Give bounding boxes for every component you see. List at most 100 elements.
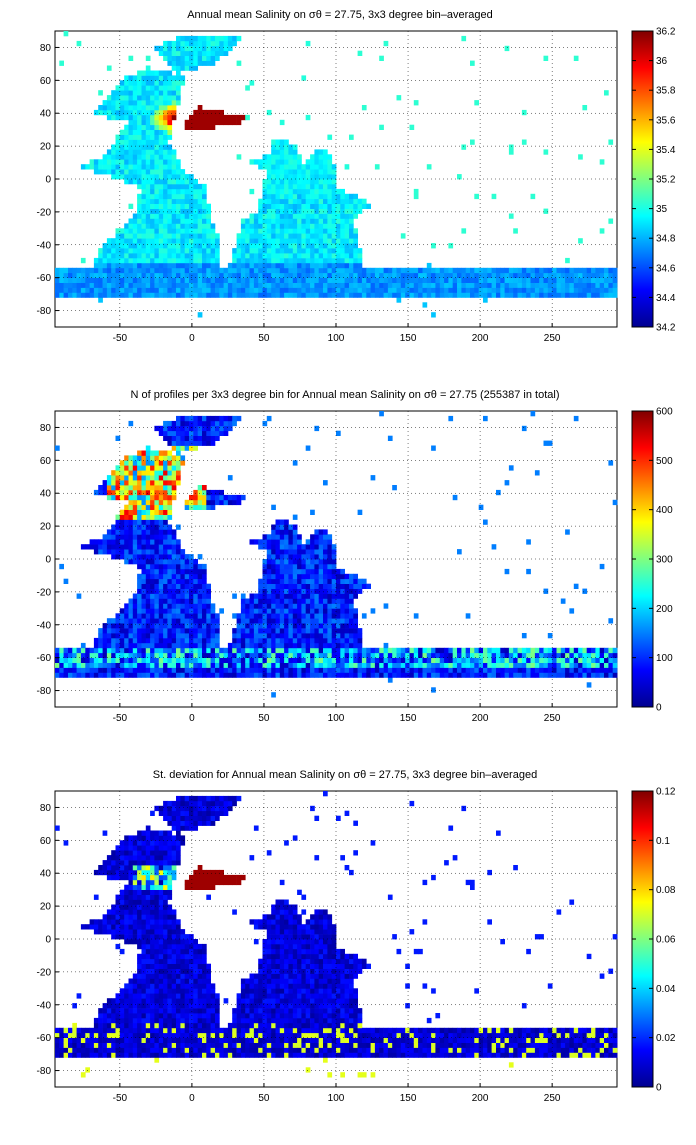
bin-cell bbox=[206, 421, 211, 426]
bin-cell bbox=[120, 273, 125, 278]
bin-cell bbox=[232, 248, 237, 253]
bin-cell bbox=[241, 248, 246, 253]
bin-cell bbox=[172, 673, 177, 678]
bin-cell bbox=[154, 204, 159, 209]
bin-cell bbox=[314, 638, 319, 643]
bin-cell bbox=[232, 613, 237, 618]
bin-cell bbox=[284, 579, 289, 584]
bin-cell bbox=[137, 529, 142, 534]
bin-cell bbox=[180, 416, 185, 421]
bin-cell bbox=[124, 475, 129, 480]
bin-cell bbox=[120, 860, 125, 865]
bin-cell bbox=[487, 273, 492, 278]
bin-cell bbox=[206, 36, 211, 41]
bin-cell bbox=[237, 115, 242, 120]
bin-cell bbox=[137, 293, 142, 298]
bin-cell bbox=[297, 554, 302, 559]
bin-cell bbox=[340, 648, 345, 653]
bin-cell bbox=[522, 658, 527, 663]
bin-cell bbox=[440, 653, 445, 658]
bin-cell bbox=[159, 179, 164, 184]
bin-cell bbox=[172, 470, 177, 475]
bin-cell bbox=[314, 594, 319, 599]
bin-cell bbox=[349, 618, 354, 623]
bin-cell bbox=[163, 470, 168, 475]
bin-cell bbox=[202, 416, 207, 421]
bin-cell bbox=[116, 145, 121, 150]
bin-cell bbox=[206, 618, 211, 623]
bin-cell bbox=[466, 273, 471, 278]
bin-cell bbox=[163, 228, 168, 233]
bin-cell bbox=[379, 125, 384, 130]
bin-cell bbox=[211, 441, 216, 446]
bin-cell bbox=[142, 510, 147, 515]
bin-cell bbox=[94, 1043, 99, 1048]
bin-cell bbox=[397, 293, 402, 298]
bin-cell bbox=[133, 75, 138, 80]
bin-cell bbox=[163, 608, 168, 613]
bin-cell bbox=[263, 623, 268, 628]
bin-cell bbox=[263, 633, 268, 638]
bin-cell bbox=[332, 174, 337, 179]
bin-cell bbox=[254, 643, 259, 648]
bin-cell bbox=[345, 599, 350, 604]
bin-cell bbox=[111, 258, 116, 263]
bin-cell bbox=[319, 559, 324, 564]
bin-cell bbox=[159, 263, 164, 268]
bin-cell bbox=[379, 411, 384, 416]
bin-cell bbox=[146, 238, 151, 243]
bin-cell bbox=[124, 988, 129, 993]
bin-cell bbox=[358, 268, 363, 273]
bin-cell bbox=[345, 293, 350, 298]
bin-cell bbox=[379, 283, 384, 288]
bin-cell bbox=[198, 41, 203, 46]
bin-cell bbox=[142, 643, 147, 648]
bin-cell bbox=[241, 643, 246, 648]
bin-cell bbox=[215, 268, 220, 273]
bin-cell bbox=[276, 589, 281, 594]
bin-cell bbox=[310, 164, 315, 169]
bin-cell bbox=[435, 658, 440, 663]
bin-cell bbox=[552, 673, 557, 678]
bin-cell bbox=[176, 653, 181, 658]
bin-cell bbox=[241, 253, 246, 258]
bin-cell bbox=[518, 653, 523, 658]
bin-cell bbox=[129, 253, 134, 258]
x-tick-label: 50 bbox=[258, 333, 270, 344]
bin-cell bbox=[111, 470, 116, 475]
bin-cell bbox=[288, 608, 293, 613]
bin-cell bbox=[68, 673, 73, 678]
bin-cell bbox=[206, 628, 211, 633]
bin-cell bbox=[293, 194, 298, 199]
bin-cell bbox=[85, 288, 90, 293]
bin-cell bbox=[241, 608, 246, 613]
bin-cell bbox=[129, 520, 134, 525]
bin-cell bbox=[531, 194, 536, 199]
bin-cell bbox=[120, 840, 125, 845]
bin-cell bbox=[250, 283, 255, 288]
bin-cell bbox=[297, 288, 302, 293]
bin-cell bbox=[301, 584, 306, 589]
bin-cell bbox=[276, 554, 281, 559]
bin-cell bbox=[137, 80, 142, 85]
bin-cell bbox=[154, 564, 159, 569]
bin-cell bbox=[319, 194, 324, 199]
bin-cell bbox=[293, 258, 298, 263]
bin-cell bbox=[137, 169, 142, 174]
bin-cell bbox=[142, 273, 147, 278]
bin-cell bbox=[172, 219, 177, 224]
bin-cell bbox=[129, 628, 134, 633]
bin-cell bbox=[64, 1048, 69, 1053]
bin-cell bbox=[561, 673, 566, 678]
bin-cell bbox=[319, 223, 324, 228]
bin-cell bbox=[263, 564, 268, 569]
bin-cell bbox=[116, 658, 121, 663]
bin-cell bbox=[293, 569, 298, 574]
bin-cell bbox=[271, 184, 276, 189]
bin-cell bbox=[133, 554, 138, 559]
bin-cell bbox=[150, 214, 155, 219]
bin-cell bbox=[267, 618, 272, 623]
bin-cell bbox=[185, 56, 190, 61]
bin-cell bbox=[280, 209, 285, 214]
bin-cell bbox=[133, 648, 138, 653]
